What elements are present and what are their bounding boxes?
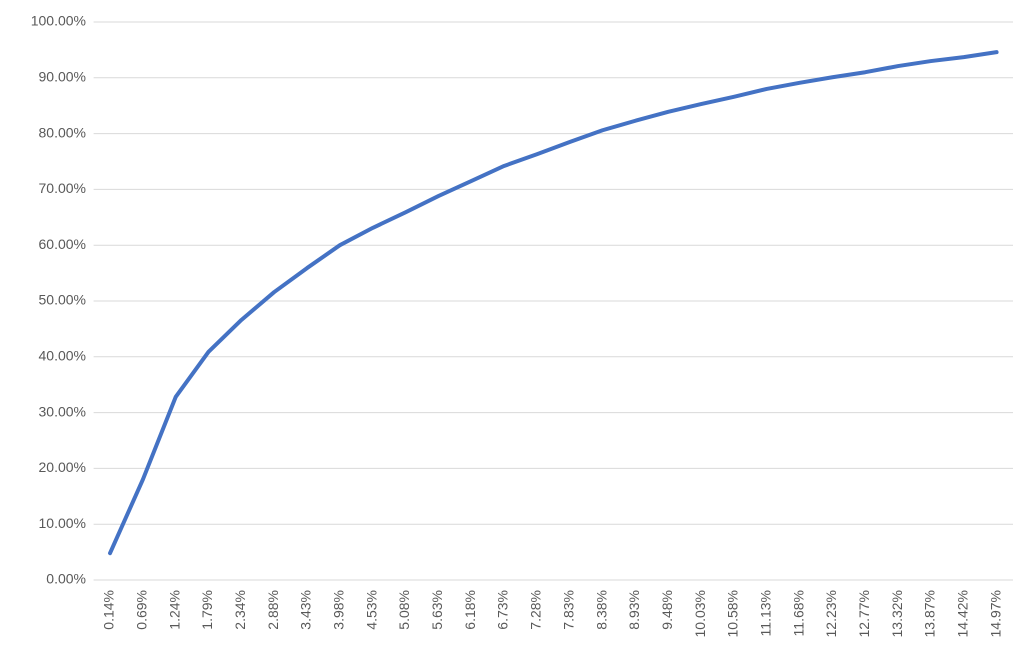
x-tick-label: 10.58%	[725, 590, 741, 637]
x-tick-label: 12.77%	[856, 590, 872, 637]
y-tick-label: 70.00%	[39, 180, 86, 196]
x-tick-label: 2.34%	[232, 590, 248, 630]
x-tick-label: 5.08%	[396, 590, 412, 630]
x-tick-label: 11.68%	[790, 590, 806, 636]
x-tick-label: 3.98%	[331, 590, 347, 630]
x-tick-label: 10.03%	[692, 590, 708, 637]
x-tick-label: 1.79%	[199, 590, 215, 630]
x-tick-label: 14.42%	[954, 590, 970, 637]
y-tick-label: 90.00%	[39, 69, 86, 85]
x-tick-label: 6.73%	[495, 590, 511, 630]
y-tick-label: 50.00%	[39, 292, 86, 308]
x-tick-label: 8.38%	[593, 590, 609, 630]
y-tick-label: 10.00%	[39, 515, 86, 531]
x-tick-label: 12.23%	[823, 590, 839, 637]
x-tick-label: 7.28%	[528, 590, 544, 630]
x-tick-label: 7.83%	[560, 590, 576, 630]
x-tick-label: 4.53%	[363, 590, 379, 630]
x-tick-label: 6.18%	[462, 590, 478, 630]
x-tick-label: 13.32%	[889, 590, 905, 637]
x-tick-label: 3.43%	[298, 590, 314, 630]
y-tick-label: 20.00%	[39, 459, 86, 475]
x-tick-label: 1.24%	[166, 590, 182, 630]
y-tick-label: 80.00%	[39, 124, 86, 140]
y-tick-label: 100.00%	[31, 13, 86, 29]
y-tick-label: 30.00%	[39, 403, 86, 419]
x-tick-label: 0.14%	[101, 590, 117, 630]
x-tick-label: 2.88%	[265, 590, 281, 630]
y-tick-label: 60.00%	[39, 236, 86, 252]
x-tick-label: 5.63%	[429, 590, 445, 630]
data-line	[108, 50, 999, 556]
x-tick-label: 8.93%	[626, 590, 642, 630]
x-tick-label: 13.87%	[922, 590, 938, 637]
x-tick-label: 0.69%	[134, 590, 150, 630]
x-tick-label: 9.48%	[659, 590, 675, 630]
x-tick-label: 11.13%	[757, 590, 773, 636]
y-tick-label: 40.00%	[39, 348, 86, 364]
y-tick-label: 0.00%	[46, 571, 86, 587]
x-tick-label: 14.97%	[987, 590, 1003, 637]
